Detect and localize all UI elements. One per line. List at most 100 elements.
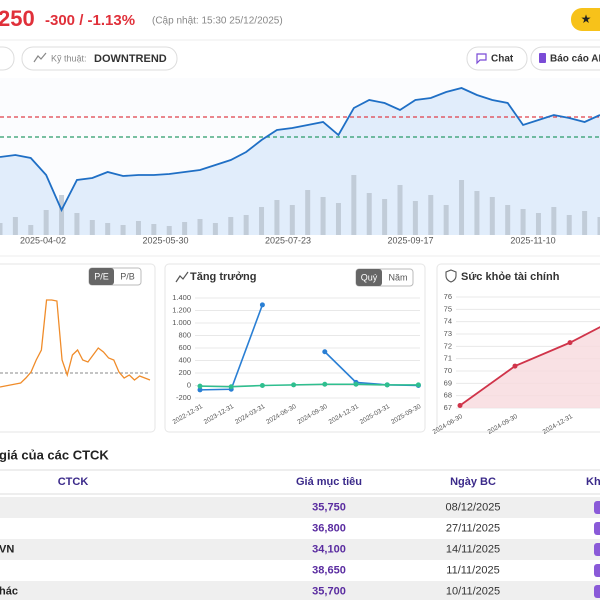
- health-title: Sức khỏe tài chính: [461, 271, 560, 283]
- health-line: [459, 326, 600, 407]
- recommendation-badge: [594, 543, 600, 556]
- pe-line: [0, 299, 151, 388]
- report-date: 14/11/2025: [446, 543, 500, 555]
- growth-point: [415, 382, 421, 388]
- volume-bar: [0, 223, 3, 235]
- volume-bar: [212, 223, 218, 235]
- target-price: 34,100: [312, 543, 346, 555]
- volume-bar: [566, 215, 572, 235]
- table-title: giá của các CTCK: [0, 447, 109, 462]
- ai-report-button[interactable]: [530, 46, 600, 71]
- main-chart: 2025-04-02 2025-05-30 2025-07-23 2025-09-17…: [0, 78, 600, 245]
- price-area: [0, 88, 600, 235]
- favorite-button[interactable]: [571, 8, 600, 31]
- toggle-option[interactable]: P/E: [94, 271, 109, 281]
- chat-button[interactable]: [466, 46, 528, 71]
- x-tick-label: 2025-11-10: [510, 235, 555, 245]
- volume-bar: [74, 213, 80, 235]
- y-tick-label: 68: [444, 391, 452, 400]
- growth-point: [322, 349, 328, 355]
- growth-point: [291, 382, 297, 388]
- y-tick-label: 76: [444, 292, 452, 301]
- y-tick-label: 1.200: [172, 305, 191, 314]
- table-row: [0, 560, 600, 581]
- chat-label: Chat: [491, 54, 514, 65]
- growth-title: Tăng trưởng: [190, 271, 257, 283]
- volume-bar: [197, 219, 203, 235]
- toggle-option[interactable]: Năm: [388, 272, 407, 282]
- y-tick-label: 71: [444, 354, 452, 363]
- report-date: 11/11/2025: [446, 564, 499, 576]
- y-tick-label: 72: [444, 341, 452, 350]
- panel-charts: 1.4001.2001.0008006004002000-2002022-12-…: [0, 292, 600, 436]
- volume-bar: [489, 197, 495, 235]
- left-button[interactable]: [0, 46, 15, 71]
- growth-toggle-active[interactable]: [356, 269, 382, 286]
- pe-panel: [0, 263, 156, 433]
- volume-bar: [243, 215, 249, 235]
- volume-bar: [43, 210, 49, 235]
- y-tick-label: 600: [178, 343, 191, 352]
- toggle-option[interactable]: P/B: [120, 271, 135, 281]
- volume-bar: [582, 211, 588, 235]
- growth-point: [197, 383, 203, 389]
- y-tick-label: 1.000: [172, 318, 191, 327]
- table-row: [0, 518, 600, 539]
- y-tick-label: 800: [178, 330, 191, 339]
- volume-bar: [551, 207, 557, 235]
- target-price: 36,800: [312, 522, 346, 534]
- growth-point: [259, 302, 265, 308]
- volume-bar: [120, 225, 126, 235]
- volume-bar: [89, 220, 95, 235]
- volume-bar: [105, 223, 111, 235]
- volume-bar: [474, 191, 480, 235]
- y-tick-label: 400: [178, 355, 191, 364]
- toggle-option[interactable]: Quý: [361, 272, 378, 282]
- column-header: Giá mục tiêu: [296, 476, 362, 488]
- volume-bar: [59, 195, 65, 235]
- growth-point: [353, 381, 359, 387]
- table-row: [0, 497, 600, 518]
- volume-bar: [259, 207, 265, 235]
- y-tick-label: -200: [176, 393, 191, 402]
- volume-bar: [335, 203, 341, 235]
- volume-bar: [412, 201, 418, 235]
- volume-bar: [305, 190, 311, 235]
- column-header: Ngày BC: [450, 476, 496, 488]
- volume-bar: [520, 209, 526, 235]
- volume-bar: [274, 200, 280, 235]
- recommendation-badge: [594, 585, 600, 598]
- x-tick-label: 2025-07-23: [265, 235, 311, 245]
- volume-bar: [228, 217, 234, 235]
- pe-toggle-active[interactable]: [89, 268, 114, 285]
- volume-bar: [535, 213, 541, 235]
- recommendation-badge: [594, 501, 600, 514]
- health-area: [460, 327, 600, 408]
- volume-bar: [135, 221, 141, 235]
- technical-label: Kỹ thuật:: [51, 53, 87, 63]
- volume-bar: [459, 180, 465, 235]
- y-tick-label: 69: [444, 378, 452, 387]
- shield-icon: [445, 269, 457, 283]
- report-date: 10/11/2025: [446, 585, 500, 597]
- broker-name: VN: [0, 543, 14, 555]
- volume-bar: [182, 222, 188, 235]
- update-time: (Cập nhật: 15:30 25/12/2025): [152, 16, 283, 27]
- volume-bar: [382, 199, 388, 235]
- technical-pill[interactable]: [21, 46, 178, 71]
- broker-name: hác: [0, 585, 18, 597]
- report-icon: [539, 53, 546, 63]
- growth-point: [322, 381, 328, 387]
- health-point: [567, 340, 573, 346]
- technical-value: DOWNTREND: [94, 53, 167, 65]
- volume-bar: [443, 205, 449, 235]
- volume-bar: [428, 195, 434, 235]
- volume-bar: [505, 205, 511, 235]
- volume-bar: [597, 217, 600, 235]
- volume-bar: [166, 226, 172, 235]
- growth-point: [228, 384, 234, 390]
- volume-bar: [397, 185, 403, 235]
- report-date: 08/12/2025: [445, 501, 500, 513]
